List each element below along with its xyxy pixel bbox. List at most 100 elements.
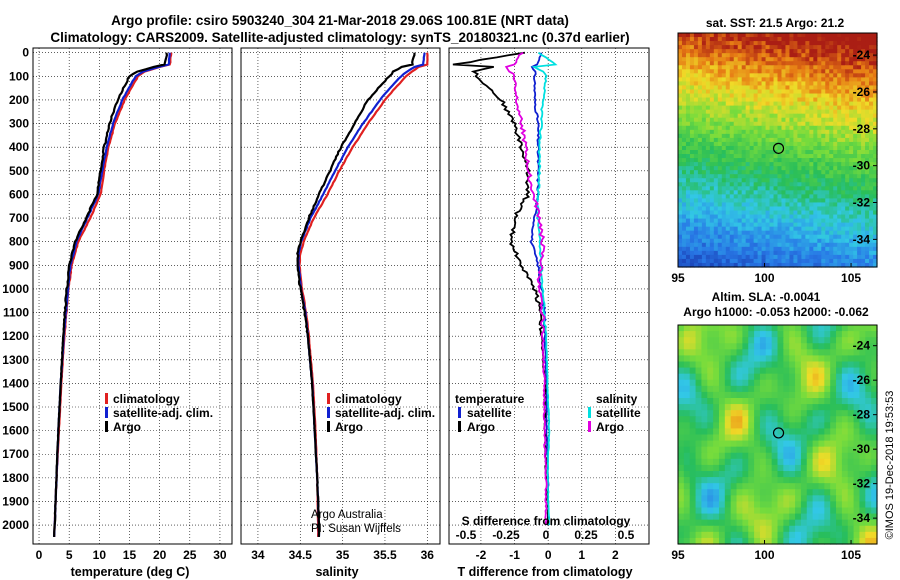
map-cell — [754, 471, 761, 478]
map-cell — [761, 178, 767, 183]
map-cell — [837, 141, 842, 147]
map-cell — [765, 85, 771, 91]
map-cell — [754, 337, 761, 344]
map-cell — [745, 101, 751, 107]
map-cell — [789, 49, 795, 54]
map-cell — [773, 254, 779, 260]
map-cell — [717, 214, 723, 220]
map-cell — [737, 73, 743, 78]
map-cell — [701, 519, 708, 527]
map-cell — [749, 53, 755, 58]
map-cell — [689, 93, 695, 99]
map-cell — [853, 61, 858, 66]
map-cell — [817, 262, 822, 268]
map-cell — [857, 230, 862, 236]
map-cell — [678, 109, 683, 115]
map-cell — [681, 206, 687, 212]
map-cell — [737, 154, 743, 159]
map-cell — [865, 182, 870, 187]
map-cell — [745, 145, 751, 151]
map-cell — [701, 246, 707, 252]
map-cell — [821, 226, 826, 232]
map-cell — [729, 210, 735, 216]
map-cell — [783, 379, 790, 387]
map-cell — [809, 73, 814, 78]
map-cell — [741, 170, 747, 175]
map-cell — [857, 202, 862, 208]
map-cell — [737, 150, 743, 155]
map-cell — [806, 434, 814, 442]
map-cell — [818, 519, 825, 527]
map-cell — [721, 109, 727, 115]
sla-map-frame — [677, 324, 878, 545]
map-cell — [721, 262, 727, 268]
map-cell — [821, 154, 826, 159]
map-cell — [861, 210, 866, 216]
map-cell — [817, 101, 822, 107]
map-cell — [812, 422, 820, 430]
map-cell — [678, 458, 685, 466]
map-cell — [713, 250, 719, 256]
map-cell — [689, 141, 695, 147]
map-cell — [733, 230, 739, 236]
map-cell — [859, 361, 866, 369]
map-cell — [761, 166, 767, 171]
map-cell — [795, 440, 802, 448]
map-cell — [701, 93, 707, 99]
map-cell — [741, 166, 747, 171]
map-cell — [741, 150, 747, 155]
map-cell — [821, 117, 826, 123]
map-cell — [769, 105, 775, 111]
map-cell — [705, 109, 711, 115]
map-cell — [847, 416, 855, 423]
map-cell — [759, 373, 767, 381]
map-cell — [737, 222, 743, 228]
map-cell — [865, 440, 872, 448]
map-cell — [789, 117, 795, 123]
map-cell — [721, 85, 727, 91]
map-cell — [813, 109, 818, 115]
map-cell — [777, 105, 783, 111]
map-cell — [765, 230, 771, 236]
map-cell — [805, 190, 810, 195]
map-cell — [797, 121, 802, 127]
map-cell — [683, 355, 691, 363]
map-cell — [873, 65, 878, 70]
map-cell — [689, 246, 695, 252]
map-cell — [833, 246, 838, 252]
map-cell — [849, 186, 854, 191]
map-cell — [857, 109, 862, 115]
map-cell — [869, 113, 874, 119]
map-cell — [759, 452, 767, 460]
map-cell — [681, 158, 687, 163]
map-cell — [757, 226, 763, 232]
map-cell — [857, 33, 862, 38]
map-cell — [717, 141, 723, 147]
map-cell — [749, 113, 755, 119]
map-cell — [777, 361, 784, 369]
map-cell — [830, 458, 837, 466]
map-cell — [693, 53, 699, 58]
map-cell — [745, 137, 751, 143]
map-cell — [705, 162, 711, 167]
map-cell — [801, 250, 806, 256]
salinity-legend: climatology satellite-adj. clim. Argo Ar… — [311, 392, 435, 535]
map-cell — [873, 250, 878, 256]
map-cell — [845, 129, 850, 135]
map-cell — [824, 428, 831, 436]
map-cell — [683, 379, 691, 387]
map-cell — [777, 262, 783, 268]
map-cell — [761, 81, 767, 87]
map-cell — [742, 507, 749, 515]
map-cell — [812, 501, 820, 509]
map-cell — [765, 125, 771, 131]
map-cell — [773, 182, 779, 187]
map-cell — [845, 57, 850, 62]
map-cell — [765, 97, 771, 103]
map-cell — [693, 61, 699, 66]
map-cell — [749, 250, 755, 256]
map-cell — [773, 129, 779, 135]
map-cell — [724, 434, 732, 442]
map-cell — [713, 222, 719, 228]
map-cell — [697, 206, 703, 212]
